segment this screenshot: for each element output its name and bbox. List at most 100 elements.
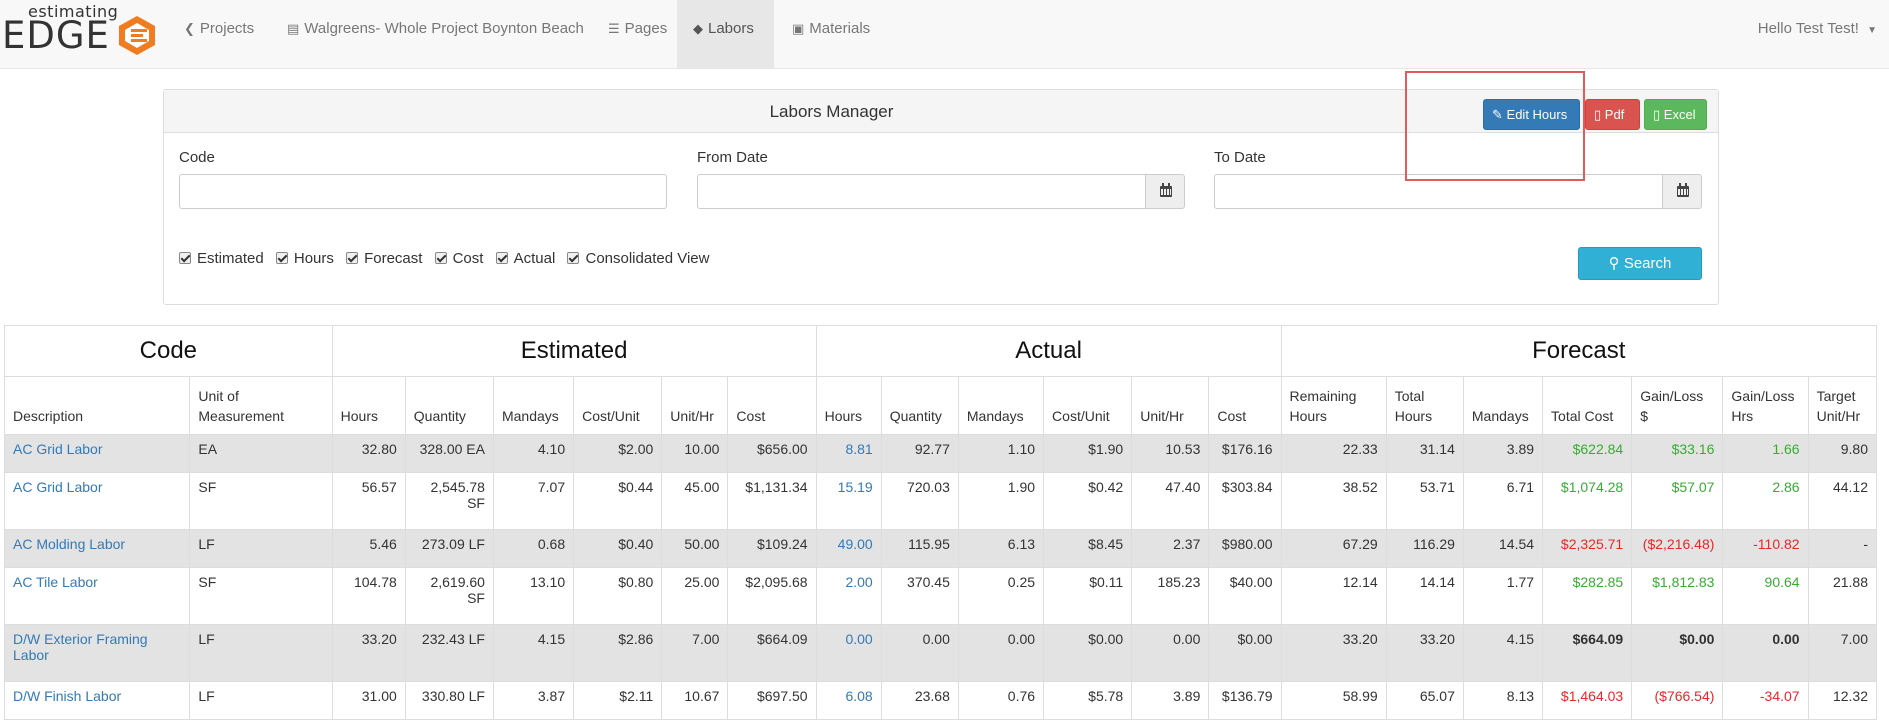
- from-date-calendar-button[interactable]: [1145, 174, 1185, 209]
- cell-a-cost: $136.79: [1208, 681, 1282, 720]
- cell-e-cost: $697.50: [727, 681, 817, 720]
- cell-a-qty: 0.00: [880, 624, 959, 682]
- search-button[interactable]: ⚲ Search: [1578, 247, 1702, 280]
- col-fc-total-hours: Total Hours: [1385, 376, 1464, 435]
- cell-a-hours[interactable]: 15.19: [815, 472, 882, 530]
- table-row: D/W Exterior Framing Labor LF 33.20 232.43 …: [3, 624, 1878, 682]
- cell-a-cost: $0.00: [1208, 624, 1282, 682]
- checkbox-consolidated-view-label: Consolidated View: [585, 250, 710, 267]
- cell-f-gl-dollar: $33.16: [1631, 434, 1724, 473]
- checkbox-cost[interactable]: Cost: [434, 250, 483, 267]
- checkbox-consolidated-view[interactable]: Consolidated View: [567, 250, 709, 267]
- search-label: Search: [1623, 255, 1672, 272]
- panel-title: Labors Manager: [769, 102, 894, 121]
- col-act-unit-hr: Unit/Hr: [1131, 376, 1210, 435]
- cell-a-costunit: $0.42: [1043, 472, 1133, 530]
- cell-f-gl-dollar: $57.07: [1631, 472, 1724, 530]
- col-act-quantity: Quantity: [880, 376, 959, 435]
- cell-a-unithr: 3.89: [1131, 681, 1210, 720]
- cell-f-gl-dollar: $0.00: [1631, 624, 1724, 682]
- edit-hours-button[interactable]: ✎ Edit Hours: [1483, 99, 1580, 130]
- checkbox-actual[interactable]: Actual: [495, 250, 555, 267]
- checkbox-checked-icon[interactable]: [346, 252, 359, 264]
- list-icon: ☰: [608, 21, 620, 36]
- cell-e-mandays: 3.87: [492, 681, 575, 720]
- cell-e-unithr: 50.00: [661, 529, 729, 568]
- cell-f-mandays: 4.15: [1462, 624, 1544, 682]
- checkbox-hours[interactable]: Hours: [275, 250, 334, 267]
- cell-e-costunit: $0.40: [573, 529, 663, 568]
- cell-a-hours[interactable]: 8.81: [815, 434, 882, 473]
- table-row: AC Grid Labor EA 32.80 328.00 EA 4.10 $2.00 10…: [3, 434, 1878, 473]
- edge-hexagon-logo-icon: [119, 16, 155, 55]
- col-fc-gain-loss-dollar: Gain/Loss $: [1631, 376, 1724, 435]
- cell-a-mandays: 6.13: [957, 529, 1045, 568]
- cell-e-cost: $2,095.68: [727, 567, 817, 625]
- checkbox-checked-icon[interactable]: [275, 252, 288, 264]
- cell-a-hours[interactable]: 49.00: [815, 529, 882, 568]
- col-est-hours: Hours: [331, 376, 406, 435]
- cell-e-qty: 2,619.60 SF: [404, 567, 494, 625]
- pdf-button[interactable]: ▯ Pdf: [1585, 99, 1640, 130]
- cell-description[interactable]: AC Grid Labor: [3, 472, 191, 530]
- cell-e-qty: 2,545.78 SF: [404, 472, 494, 530]
- cell-e-hours: 56.57: [331, 472, 406, 530]
- cell-a-hours[interactable]: 0.00: [815, 624, 882, 682]
- cell-a-hours[interactable]: 6.08: [815, 681, 882, 720]
- col-est-quantity: Quantity: [404, 376, 494, 435]
- brand-logo[interactable]: estimating EDGE: [2, 0, 162, 68]
- cell-description[interactable]: AC Grid Labor: [3, 434, 191, 473]
- table-row: AC Grid Labor SF 56.57 2,545.78 SF 7.07 $0.44…: [3, 472, 1878, 530]
- cell-a-cost: $40.00: [1208, 567, 1282, 625]
- cell-a-hours[interactable]: 2.00: [815, 567, 882, 625]
- calendar-icon: [1160, 183, 1172, 197]
- cell-a-cost: $176.16: [1208, 434, 1282, 473]
- nav-projects-label: Projects: [199, 20, 255, 37]
- cell-description[interactable]: D/W Exterior Framing Labor: [3, 624, 191, 682]
- cell-a-mandays: 1.10: [957, 434, 1045, 473]
- from-date-input[interactable]: [697, 174, 1146, 209]
- cell-e-hours: 32.80: [331, 434, 406, 473]
- checkbox-checked-icon[interactable]: [179, 252, 191, 264]
- cell-a-costunit: $1.90: [1043, 434, 1133, 473]
- cell-description[interactable]: AC Tile Labor: [3, 567, 191, 625]
- nav-project-name[interactable]: ▤ Walgreens- Whole Project Boynton Beach: [271, 0, 600, 68]
- cell-e-qty: 232.43 LF: [404, 624, 494, 682]
- table-row: AC Molding Labor LF 5.46 273.09 LF 0.68 $0.40…: [3, 529, 1878, 568]
- cell-f-total-cost: $622.84: [1542, 434, 1633, 473]
- col-act-mandays: Mandays: [957, 376, 1045, 435]
- id-card-icon: ▤: [287, 21, 300, 36]
- cell-description[interactable]: AC Molding Labor: [3, 529, 191, 568]
- panel-heading: Labors Manager ✎ Edit Hours ▯ Pdf ▯ Exce…: [164, 90, 1718, 133]
- checkbox-estimated[interactable]: Estimated: [179, 250, 264, 267]
- nav-labors[interactable]: ◆ Labors: [677, 0, 774, 68]
- cell-f-total-hours: 65.07: [1385, 681, 1464, 720]
- cell-f-target: 21.88: [1807, 567, 1878, 625]
- nav-projects[interactable]: ❮ Projects: [168, 0, 270, 68]
- code-label: Code: [179, 149, 215, 166]
- checkbox-checked-icon[interactable]: [434, 252, 447, 264]
- to-date-calendar-button[interactable]: [1662, 174, 1702, 209]
- checkbox-checked-icon[interactable]: [495, 252, 508, 264]
- cell-f-remaining: 58.99: [1280, 681, 1387, 720]
- col-uom: Unit of Measurement: [189, 376, 333, 435]
- cell-e-cost: $656.00: [727, 434, 817, 473]
- cell-f-total-hours: 14.14: [1385, 567, 1464, 625]
- checkbox-checked-icon[interactable]: [567, 252, 580, 264]
- user-greeting: Hello Test Test!: [1757, 20, 1859, 37]
- cell-description[interactable]: D/W Finish Labor: [3, 681, 191, 720]
- checkbox-forecast[interactable]: Forecast: [346, 250, 422, 267]
- nav-pages[interactable]: ☰ Pages: [592, 0, 683, 68]
- cell-a-unithr: 2.37: [1131, 529, 1210, 568]
- cell-a-unithr: 47.40: [1131, 472, 1210, 530]
- cell-e-hours: 5.46: [331, 529, 406, 568]
- cell-e-mandays: 4.10: [492, 434, 575, 473]
- col-fc-target-unit-hr: Target Unit/Hr: [1807, 376, 1878, 435]
- cell-f-remaining: 38.52: [1280, 472, 1387, 530]
- nav-materials[interactable]: ▣ Materials: [776, 0, 886, 68]
- cell-e-costunit: $2.11: [573, 681, 663, 720]
- excel-button[interactable]: ▯ Excel: [1644, 99, 1707, 130]
- user-menu[interactable]: Hello Test Test! ▼: [1758, 0, 1877, 59]
- cell-f-gl-hrs: 0.00: [1722, 624, 1809, 682]
- code-input[interactable]: [179, 174, 667, 209]
